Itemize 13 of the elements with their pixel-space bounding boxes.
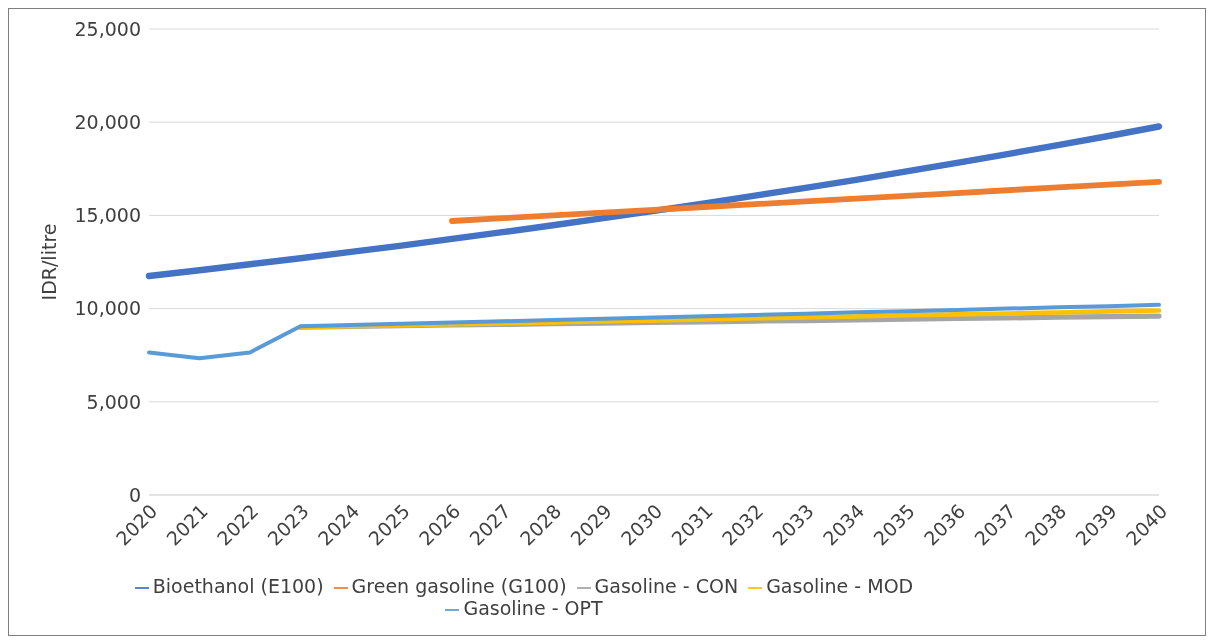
y-axis-title: IDR/litre xyxy=(37,223,60,301)
line-series xyxy=(147,302,1161,361)
y-tick-label: 25,000 xyxy=(74,17,141,40)
legend-label: Gasoline - OPT xyxy=(463,597,603,619)
y-tick-label: 5,000 xyxy=(86,390,141,413)
y-tick-label: 10,000 xyxy=(74,297,141,320)
y-tick-label: 15,000 xyxy=(74,204,141,227)
y-tick-label: 20,000 xyxy=(74,110,141,133)
legend-label: Gasoline - MOD xyxy=(766,575,914,597)
legend-label: Green gasoline (G100) xyxy=(351,575,567,597)
legend-label: Gasoline - CON xyxy=(594,575,739,597)
y-tick-label: 0 xyxy=(128,483,141,506)
legend-label: Bioethanol (E100) xyxy=(152,575,324,597)
